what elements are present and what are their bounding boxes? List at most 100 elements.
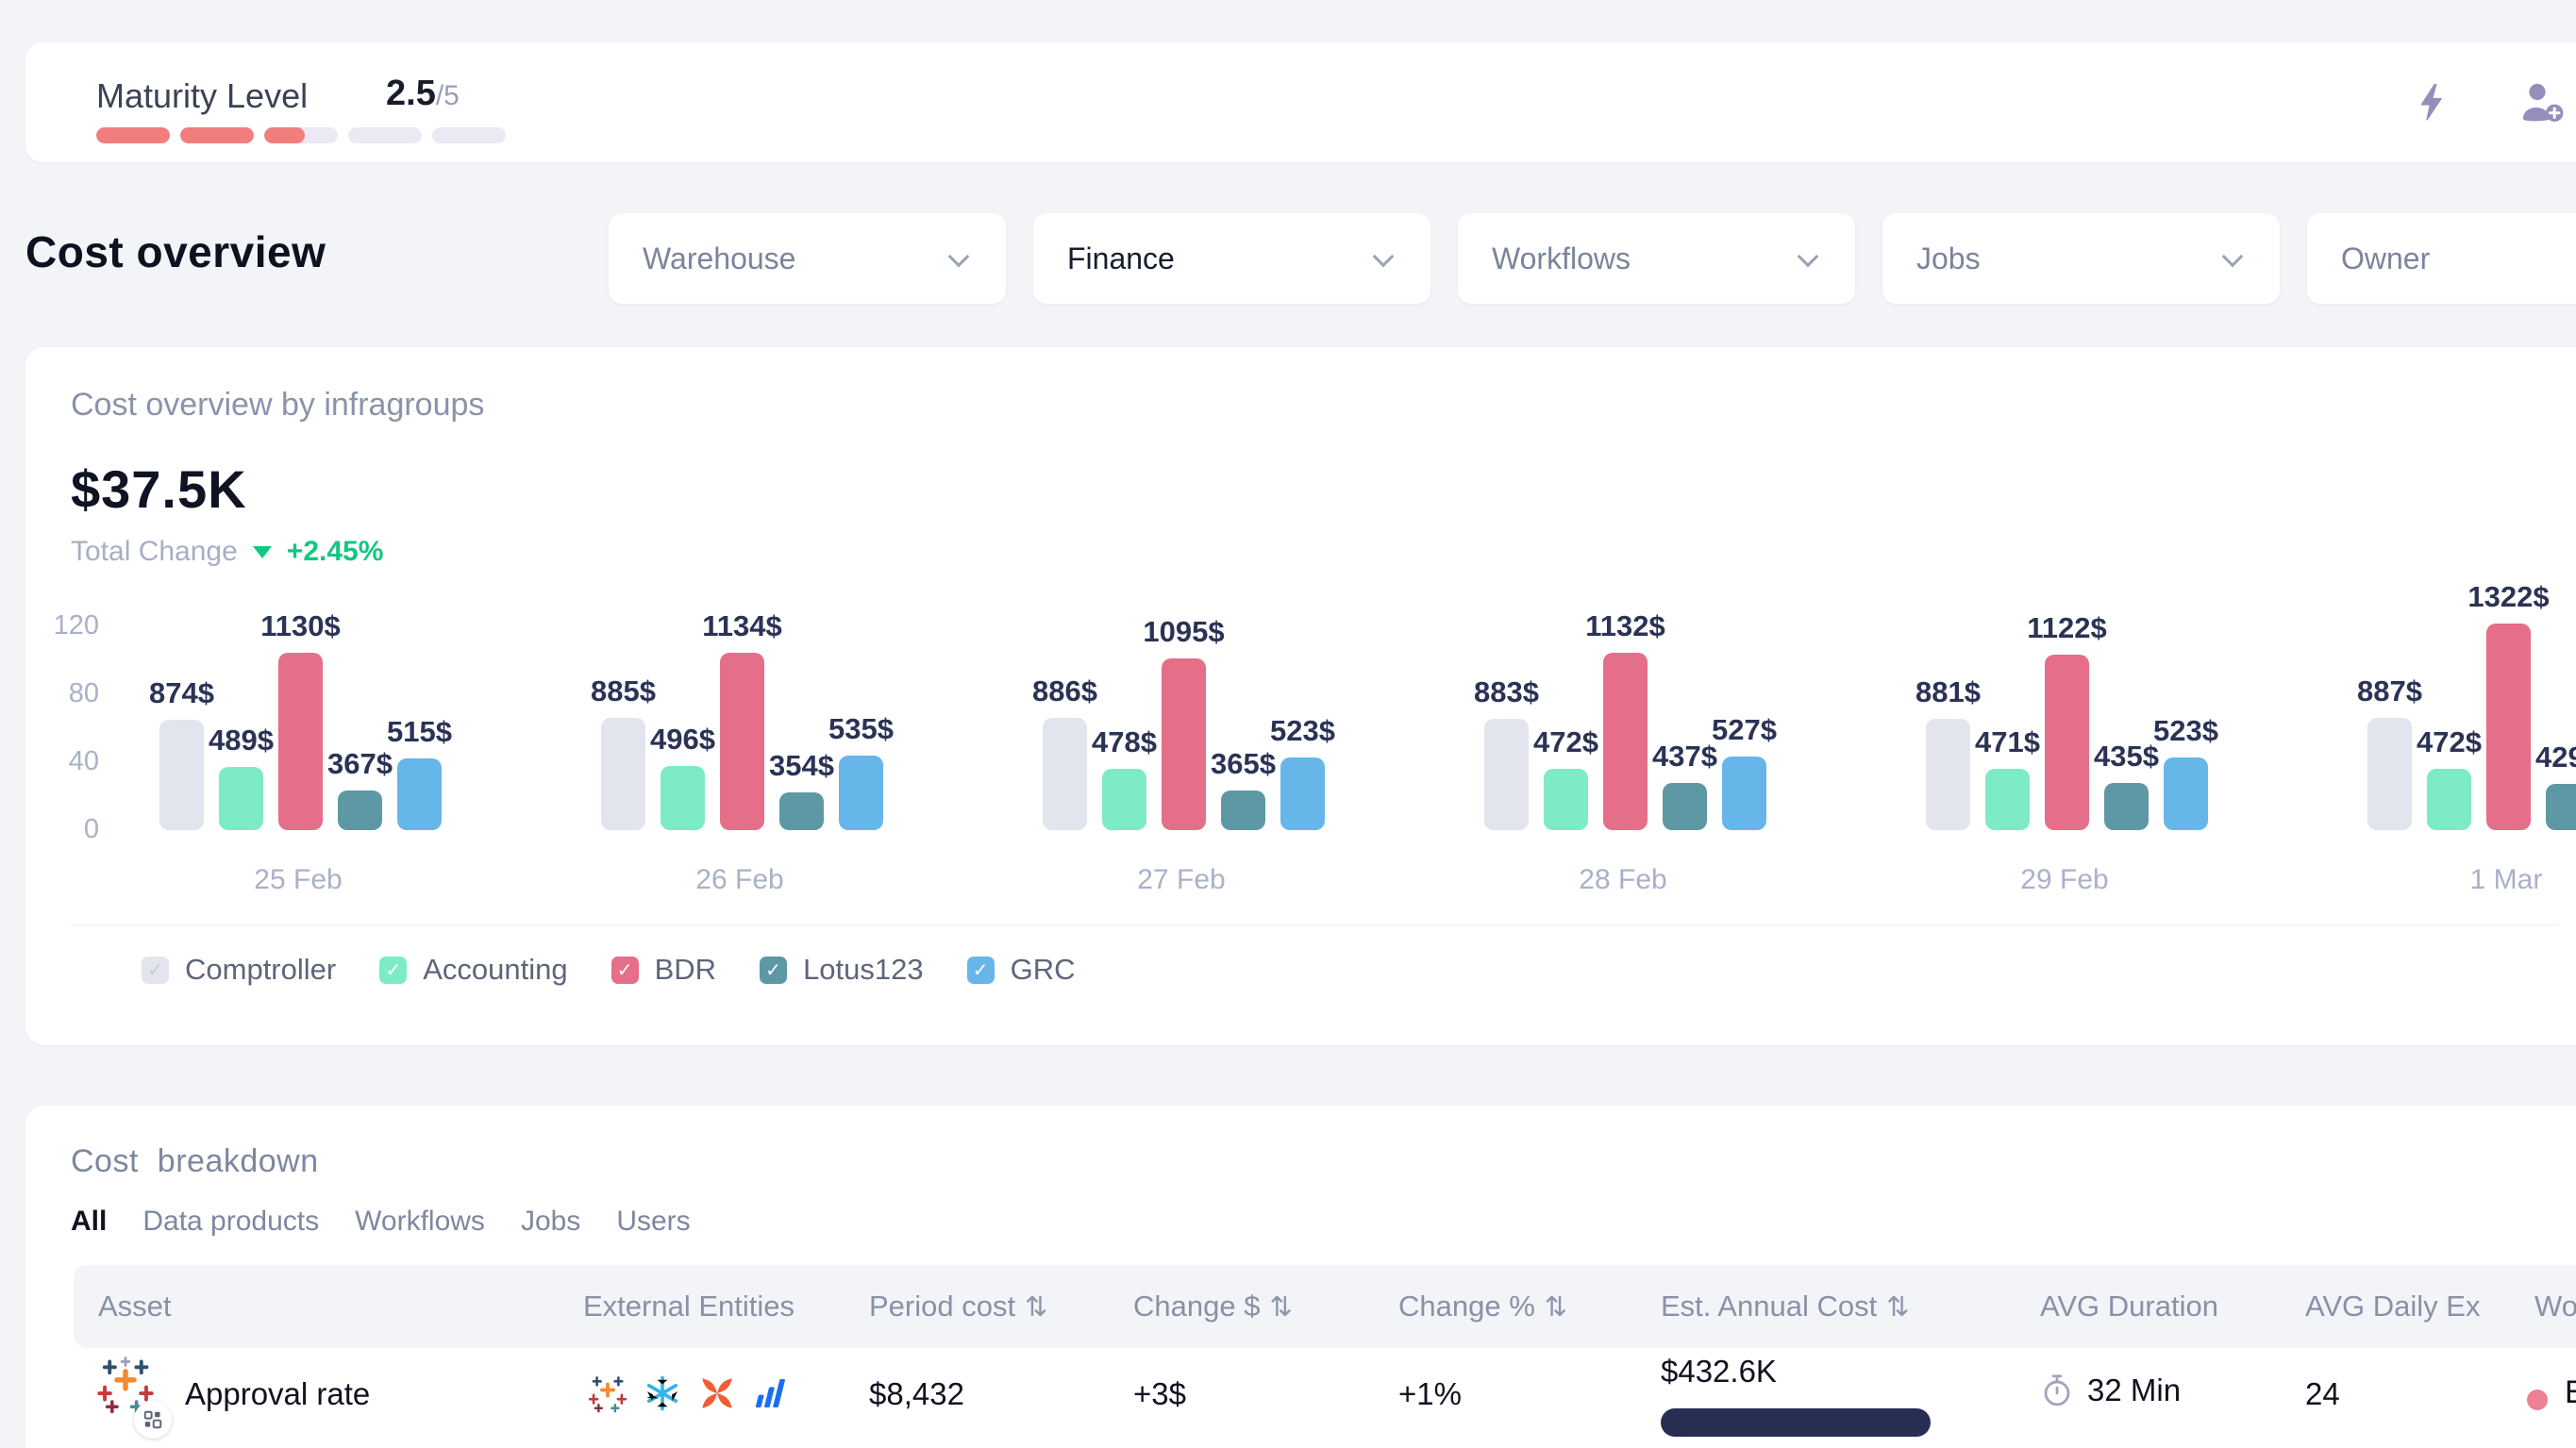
chart-card-title: Cost overview by infragroups: [71, 387, 485, 423]
bar-bdr-29-feb: [2045, 655, 2089, 830]
column-header-external-entities: External Entities: [583, 1290, 795, 1323]
legend-item-lotus123[interactable]: ✓ Lotus123: [760, 953, 924, 987]
bar-value-label: 1122$: [2027, 611, 2107, 644]
x-axis-label: 27 Feb: [1137, 864, 1226, 895]
change-percent-value: +1%: [1398, 1376, 1462, 1411]
legend-checkbox-icon[interactable]: ✓: [379, 956, 408, 984]
legend-checkbox-icon[interactable]: ✓: [611, 956, 639, 984]
column-header-wo: Wo: [2534, 1290, 2576, 1323]
bar-lotus123-27-feb: [1221, 791, 1265, 830]
maturity-segment-4: [348, 127, 422, 143]
column-header-change-[interactable]: Change $ ⇅: [1133, 1290, 1293, 1323]
filter-label: Jobs: [1916, 241, 1981, 275]
bar-value-label: 527$: [1712, 713, 1777, 746]
bar-value-label: 367$: [327, 747, 393, 780]
bar-comptroller-26-feb: [601, 718, 645, 830]
legend-label: Lotus123: [803, 953, 924, 986]
bar-grc-27-feb: [1280, 757, 1325, 830]
tab-data-products[interactable]: Data products: [142, 1206, 320, 1237]
bar-value-label: 365$: [1211, 747, 1276, 780]
bar-lotus123-25-feb: [338, 791, 382, 830]
external-entities-cell: [588, 1373, 789, 1414]
legend-checkbox-icon[interactable]: ✓: [142, 956, 169, 984]
bar-value-label: 1130$: [260, 609, 341, 642]
bar-accounting-26-feb: [661, 766, 705, 830]
sort-icon[interactable]: ⇅: [1269, 1292, 1293, 1323]
lightning-icon[interactable]: [2412, 81, 2451, 125]
y-axis-tick: 120: [53, 610, 99, 641]
bar-comptroller-1-mar: [2367, 718, 2412, 830]
chevron-down-icon: [2221, 245, 2244, 268]
avg-duration-value: 32 Min: [2087, 1373, 2182, 1407]
cost-overview-card: Cost overview by infragroups $37.5K Tota…: [25, 347, 2576, 1045]
bar-value-label: 478$: [1092, 725, 1157, 758]
filter-dropdown-workflows[interactable]: Workflows: [1458, 213, 1855, 304]
filter-dropdown-finance[interactable]: Finance: [1033, 213, 1430, 304]
bar-value-label: 523$: [1270, 714, 1335, 747]
maturity-progress-bar: [96, 127, 506, 143]
sort-icon[interactable]: ⇅: [1544, 1292, 1568, 1323]
column-header-asset: Asset: [98, 1290, 172, 1323]
bar-value-label: 881$: [1915, 675, 1981, 708]
cost-breakdown-card: Cost breakdown All Data products Workflows…: [25, 1106, 2576, 1448]
bar-value-label: 1134$: [702, 609, 782, 642]
bar-accounting-29-feb: [1985, 769, 2030, 830]
legend-label: GRC: [1010, 953, 1076, 986]
column-header-period-cost[interactable]: Period cost ⇅: [869, 1290, 1048, 1323]
chart-legend: ✓ Comptroller ✓ Accounting ✓ BDR ✓ Lotus123 ✓ GRC: [142, 953, 1076, 987]
bar-value-label: 535$: [828, 712, 894, 745]
total-change-row: Total Change +2.45%: [71, 536, 383, 568]
change-dollar-value: +3$: [1133, 1376, 1186, 1411]
bar-lotus123-1-mar: [2546, 784, 2576, 830]
bar-comptroller-28-feb: [1484, 719, 1529, 830]
bar-value-label: 437$: [1652, 740, 1717, 773]
total-change-label: Total Change: [71, 536, 238, 567]
legend-item-accounting[interactable]: ✓ Accounting: [379, 953, 568, 987]
filter-dropdown-owner[interactable]: Owner: [2307, 213, 2576, 304]
bar-value-label: 886$: [1032, 674, 1097, 707]
maturity-level-value: 2.5/5: [386, 74, 460, 114]
legend-checkbox-icon[interactable]: ✓: [760, 956, 788, 984]
column-header-change-[interactable]: Change % ⇅: [1398, 1290, 1568, 1323]
bar-value-label: 885$: [591, 674, 656, 707]
tab-all[interactable]: All: [71, 1206, 108, 1237]
x-axis-label: 28 Feb: [1579, 864, 1667, 895]
filter-dropdown-warehouse[interactable]: Warehouse: [609, 213, 1006, 304]
sort-icon[interactable]: ⇅: [1886, 1292, 1910, 1323]
stopwatch-icon: [2044, 1374, 2070, 1406]
bar-accounting-28-feb: [1544, 769, 1588, 830]
bar-accounting-1-mar: [2427, 769, 2471, 830]
tab-users[interactable]: Users: [616, 1206, 691, 1237]
maturity-segment-3: [264, 127, 338, 143]
status-text: E: [2565, 1374, 2576, 1410]
tab-jobs[interactable]: Jobs: [520, 1206, 581, 1237]
page-title: Cost overview: [25, 227, 326, 276]
bar-accounting-25-feb: [219, 767, 263, 830]
bar-grc-29-feb: [2164, 757, 2208, 830]
total-change-value: +2.45%: [286, 536, 384, 567]
filter-label: Workflows: [1492, 241, 1631, 275]
period-cost-value: $8,432: [869, 1376, 964, 1411]
column-header-est-annual-cost[interactable]: Est. Annual Cost ⇅: [1661, 1290, 1910, 1323]
filter-label: Warehouse: [643, 241, 796, 275]
legend-label: Accounting: [423, 953, 568, 986]
chevron-down-icon: [1372, 245, 1395, 268]
filter-dropdown-jobs[interactable]: Jobs: [1882, 213, 2280, 304]
tab-workflows[interactable]: Workflows: [355, 1206, 485, 1237]
total-cost-value: $37.5K: [71, 459, 247, 519]
bar-bdr-25-feb: [278, 653, 323, 830]
bar-value-label: 472$: [2417, 725, 2482, 758]
asset-name[interactable]: Approval rate: [185, 1376, 371, 1411]
column-header-avg-daily-ex: AVG Daily Ex: [2305, 1290, 2481, 1323]
legend-checkbox-icon[interactable]: ✓: [966, 956, 995, 984]
legend-item-grc[interactable]: ✓ GRC: [966, 953, 1076, 987]
table-row[interactable]: Approval rate: [74, 1348, 2576, 1448]
bar-value-label: 887$: [2357, 674, 2422, 707]
person-add-icon[interactable]: [2517, 80, 2567, 125]
maturity-max: /5: [435, 80, 460, 111]
bar-grc-25-feb: [397, 758, 442, 830]
sort-icon[interactable]: ⇅: [1025, 1292, 1048, 1323]
legend-item-comptroller[interactable]: ✓ Comptroller: [142, 953, 336, 987]
maturity-segment-5: [432, 127, 506, 143]
legend-item-bdr[interactable]: ✓ BDR: [611, 953, 716, 987]
